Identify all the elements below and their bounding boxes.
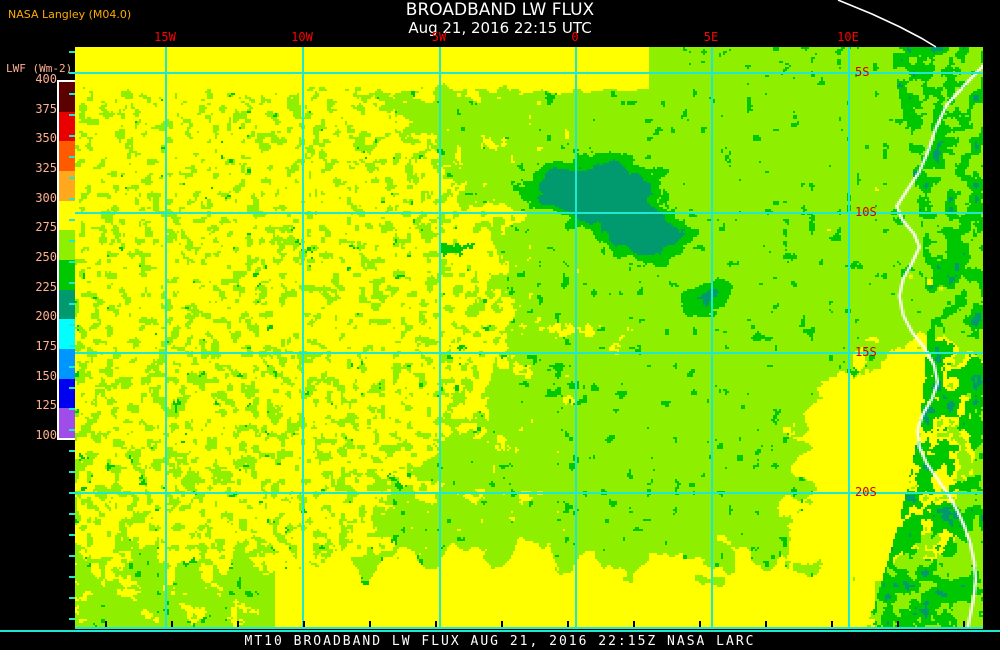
colorbar-band-175-200	[59, 319, 79, 349]
map-tick	[501, 621, 503, 627]
map-tick	[69, 324, 75, 326]
colorbar-tick-375: 375	[35, 101, 57, 116]
colorbar-title: LWF (Wm-2)	[6, 62, 73, 75]
map-tick	[963, 621, 965, 627]
colorbar-tick-125: 125	[35, 398, 57, 413]
map-tick	[69, 576, 75, 578]
gridline-lon-5E	[711, 47, 713, 627]
agency-label: NASA Langley (M04.0)	[8, 8, 132, 21]
map-tick	[699, 621, 701, 627]
colorbar-band-275-300	[59, 200, 79, 231]
map-tick	[633, 621, 635, 627]
gridline-lon-10W	[302, 47, 304, 627]
map-tick	[69, 114, 75, 116]
map-bottom-ticks	[75, 621, 983, 627]
gridline-lat-15S	[75, 352, 983, 354]
map-tick	[831, 621, 833, 627]
lat-label-20S: 20S	[855, 485, 877, 499]
map-grid-overlay	[75, 47, 983, 627]
map-tick	[369, 621, 371, 627]
map-tick	[69, 177, 75, 179]
map-tick	[69, 408, 75, 410]
gridline-lon-5W	[439, 47, 441, 627]
map-tick	[69, 387, 75, 389]
map-tick	[69, 198, 75, 200]
map-tick	[765, 621, 767, 627]
map-tick	[69, 219, 75, 221]
map-tick	[69, 534, 75, 536]
flux-map[interactable]	[75, 47, 983, 627]
map-tick	[69, 156, 75, 158]
map-tick	[69, 93, 75, 95]
colorbar-tick-225: 225	[35, 279, 57, 294]
lon-label-10E: 10E	[837, 30, 859, 44]
colorbar-tick-labels: 400 375 350 325 300 275 250 225 200 175 150 125 100	[0, 0, 57, 650]
map-tick	[69, 261, 75, 263]
colorbar-tick-175: 175	[35, 339, 57, 353]
map-tick	[69, 429, 75, 431]
colorbar-tick-400: 400	[35, 72, 57, 86]
map-tick	[69, 450, 75, 452]
map-tick	[69, 492, 75, 494]
colorbar-band-250-275	[59, 230, 79, 260]
map-tick	[105, 621, 107, 627]
map-tick	[69, 555, 75, 557]
colorbar-band-375-400	[59, 82, 79, 112]
latitude-labels: 5S 10S 15S 20S	[75, 47, 983, 627]
lat-label-10S: 10S	[855, 205, 877, 219]
gridline-lon-0	[575, 47, 577, 627]
colorbar-tick-100: 100	[35, 428, 57, 442]
colorbar-tick-325: 325	[35, 161, 57, 175]
colorbar-tick-350: 350	[35, 131, 57, 146]
footer-divider	[0, 630, 1000, 632]
title-block: BROADBAND LW FLUX Aug 21, 2016 22:15 UTC	[0, 0, 1000, 37]
map-tick	[69, 240, 75, 242]
gridline-lat-20S	[75, 492, 983, 494]
lon-label-10W: 10W	[291, 30, 313, 44]
colorbar-tick-200: 200	[35, 309, 57, 324]
colorbar-tick-150: 150	[35, 368, 57, 383]
page-title: BROADBAND LW FLUX	[405, 0, 595, 20]
footer-status-text: MT10 BROADBAND LW FLUX AUG 21, 2016 22:1…	[244, 634, 756, 649]
colorbar-band-350-375	[59, 111, 79, 142]
lat-label-15S: 15S	[855, 345, 877, 359]
map-tick	[69, 597, 75, 599]
map-tick	[171, 621, 173, 627]
flux-raster	[75, 47, 983, 627]
gridline-lon-15W	[165, 47, 167, 627]
map-tick	[69, 513, 75, 515]
coastline-header-segment	[837, 0, 937, 48]
lon-label-15W: 15W	[154, 30, 176, 44]
map-tick	[69, 366, 75, 368]
map-tick	[897, 621, 899, 627]
map-tick	[69, 282, 75, 284]
map-bottom-border	[75, 627, 983, 629]
gridline-lat-5S	[75, 72, 983, 74]
map-tick	[69, 51, 75, 53]
longitude-labels: 15W 10W 5W 0 5E 10E	[75, 0, 983, 47]
lon-label-0: 0	[571, 30, 579, 44]
map-tick	[237, 621, 239, 627]
gridline-lat-10S	[75, 212, 983, 214]
colorbar-band-125-150	[59, 378, 79, 409]
map-tick	[69, 345, 75, 347]
lat-label-5S: 5S	[855, 65, 870, 79]
map-tick	[435, 621, 437, 627]
map-tick	[69, 303, 75, 305]
lon-label-5W: 5W	[431, 30, 447, 44]
page-subtitle: Aug 21, 2016 22:15 UTC	[408, 19, 592, 37]
gridline-lon-10E	[848, 47, 850, 627]
lon-label-5E: 5E	[703, 30, 719, 44]
map-tick	[69, 618, 75, 620]
colorbar-band-150-175	[59, 348, 79, 379]
map-tick	[567, 621, 569, 627]
map-tick	[303, 621, 305, 627]
colorbar-tick-300: 300	[35, 190, 57, 205]
map-tick	[69, 471, 75, 473]
map-tick	[69, 135, 75, 137]
colorbar-tick-275: 275	[35, 220, 57, 235]
map-tick	[69, 72, 75, 74]
colorbar-tick-250: 250	[35, 250, 57, 264]
map-left-ticks	[69, 47, 75, 627]
